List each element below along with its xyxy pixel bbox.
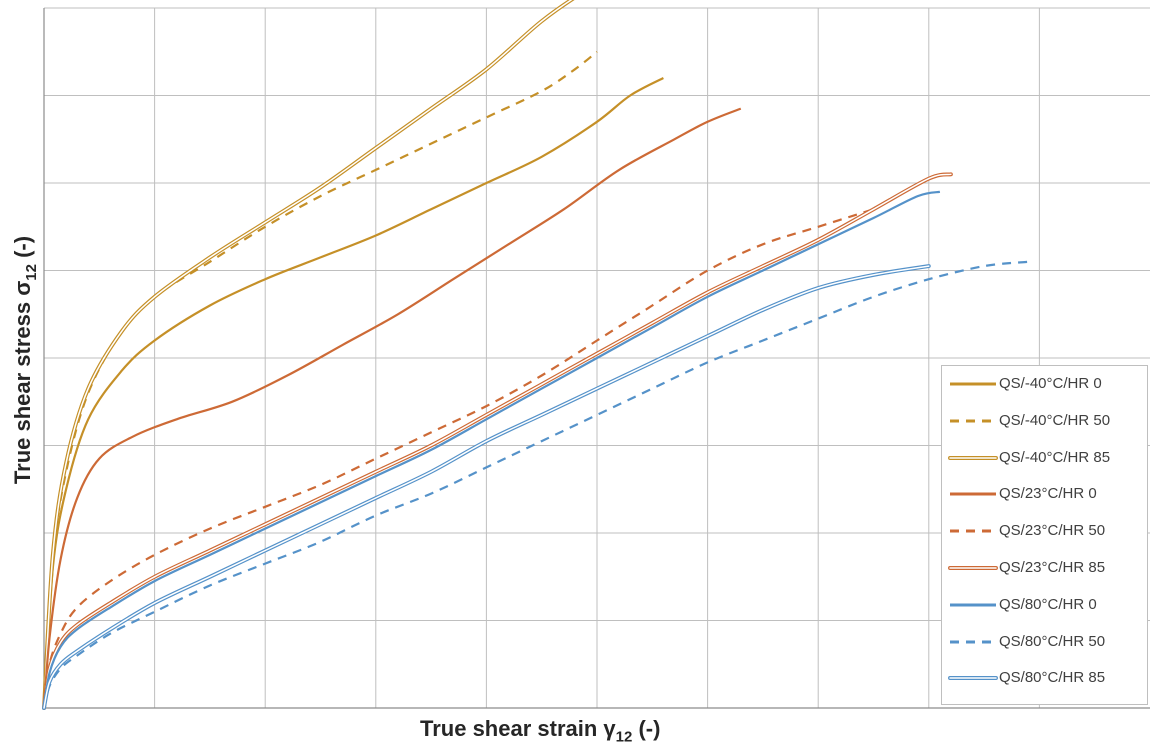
legend-item-qs-80-c-hr-85: QS/80°C/HR 85 bbox=[942, 666, 1147, 690]
legend-item-qs-23-c-hr-50: QS/23°C/HR 50 bbox=[942, 519, 1147, 543]
legend-item-qs-80-c-hr-50: QS/80°C/HR 50 bbox=[942, 630, 1147, 654]
legend-swatch bbox=[950, 492, 996, 496]
legend-swatch bbox=[950, 529, 996, 533]
legend-item-qs-40-c-hr-50: QS/-40°C/HR 50 bbox=[942, 409, 1147, 433]
legend-swatch bbox=[950, 382, 996, 386]
legend-swatch bbox=[950, 419, 996, 423]
legend-label: QS/80°C/HR 85 bbox=[999, 669, 1106, 687]
series-line-qs-80-c-hr-85 bbox=[42, 264, 931, 710]
legend-label: QS/-40°C/HR 50 bbox=[999, 411, 1111, 429]
series-line-qs-40-c-hr-50 bbox=[42, 50, 598, 709]
axes bbox=[43, 8, 1150, 709]
legend-label: QS/-40°C/HR 0 bbox=[999, 375, 1102, 392]
legend-label: QS/80°C/HR 0 bbox=[999, 595, 1097, 613]
legend-item-qs-40-c-hr-0: QS/-40°C/HR 0 bbox=[942, 372, 1147, 396]
series-line-qs-23-c-hr-85 bbox=[42, 172, 953, 710]
legend-item-qs-40-c-hr-85: QS/-40°C/HR 85 bbox=[942, 446, 1147, 470]
legend-swatch bbox=[948, 455, 998, 460]
series-line-qs-40-c-hr-0 bbox=[42, 77, 664, 709]
legend-swatch bbox=[950, 603, 996, 607]
legend-item-qs-80-c-hr-0: QS/80°C/HR 0 bbox=[942, 593, 1147, 617]
legend-swatch bbox=[948, 676, 998, 681]
svg-text:True shear stress σ12 (-): True shear stress σ12 (-) bbox=[10, 236, 40, 484]
legend-item-qs-23-c-hr-0: QS/23°C/HR 0 bbox=[942, 482, 1147, 506]
legend-label: QS/23°C/HR 85 bbox=[999, 559, 1106, 576]
legend-swatch bbox=[950, 640, 996, 644]
series-lines bbox=[42, 0, 1029, 710]
legend: QS/-40°C/HR 0 QS/-40°C/HR 50 QS/-40°C/HR 8… bbox=[941, 365, 1148, 705]
series-line-qs-80-c-hr-50 bbox=[42, 260, 1029, 709]
series-line-qs-23-c-hr-0 bbox=[42, 107, 742, 709]
series-line-qs-80-c-hr-0 bbox=[42, 190, 941, 709]
legend-label: QS/23°C/HR 0 bbox=[999, 485, 1097, 503]
legend-item-qs-23-c-hr-85: QS/23°C/HR 85 bbox=[942, 556, 1147, 580]
legend-label: QS/23°C/HR 50 bbox=[999, 522, 1106, 540]
series-line-qs-40-c-hr-85 bbox=[42, 0, 575, 710]
legend-label: QS/80°C/HR 50 bbox=[999, 632, 1106, 650]
legend-label: QS/-40°C/HR 85 bbox=[999, 448, 1111, 466]
legend-swatch bbox=[948, 566, 998, 570]
y-axis-label: True shear stress σ12 (-) bbox=[2, 195, 42, 525]
x-axis-label: True shear strain γ12 (-) bbox=[420, 716, 661, 746]
